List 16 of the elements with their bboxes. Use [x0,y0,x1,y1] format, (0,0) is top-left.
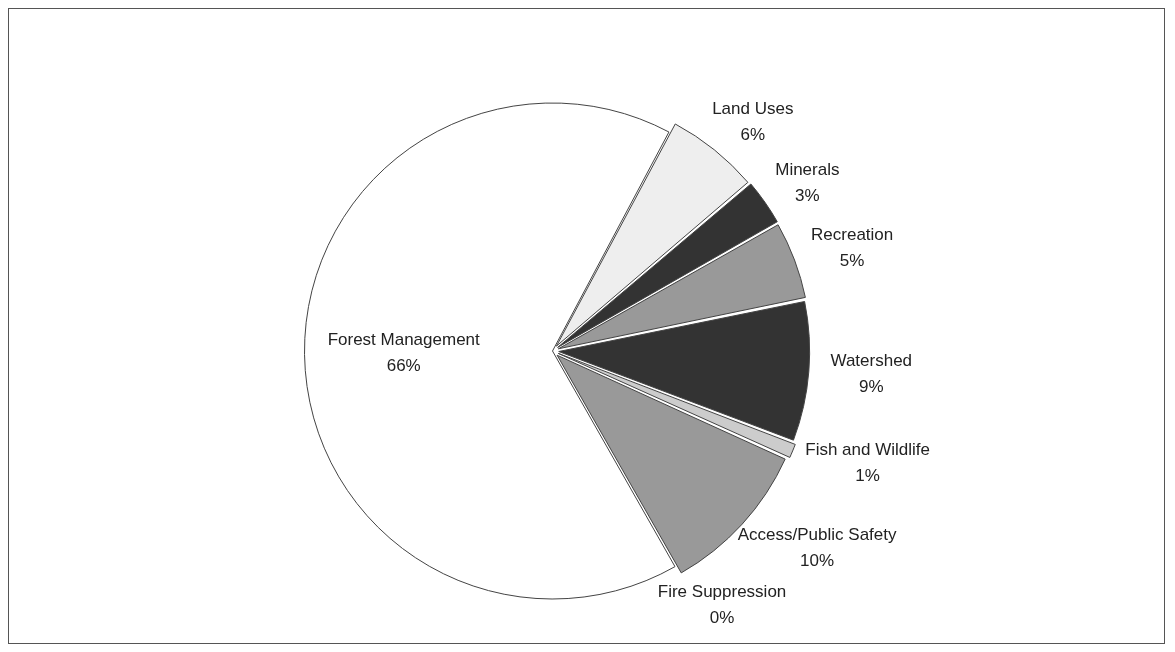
slice-label: Land Uses [712,99,794,119]
category-label: Fire Suppression [657,582,787,602]
data-label: 10% [800,551,835,571]
data-label: 3% [795,185,820,205]
data-label: 9% [858,377,884,397]
slice-label: Fish and Wildlife [805,440,930,460]
data-label: 6% [740,125,766,145]
text: 0% [709,608,735,628]
slice-label: Minerals [775,159,840,179]
slice-label: Access/Public Safety [737,525,897,545]
data-label: 5% [839,250,865,270]
slice-label: Forest Management [327,329,481,349]
data-label: 1% [855,466,880,486]
slice-label: Watershed [830,351,913,371]
slice-label: Recreation [811,224,894,244]
data-label: 66% [386,355,421,375]
